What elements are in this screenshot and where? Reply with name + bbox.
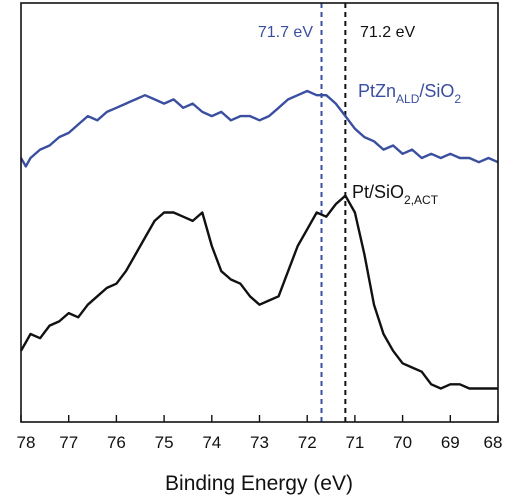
x-tick-label: 73 — [250, 433, 269, 452]
x-tick-label: 70 — [393, 433, 412, 452]
x-tick-label: 76 — [107, 433, 126, 452]
series-label-pt: Pt/SiO2,ACT — [352, 182, 439, 207]
series-line-ptzn — [19, 89, 499, 168]
series-line-pt — [19, 194, 498, 390]
reference-lines — [320, 3, 347, 422]
x-tick-label: 74 — [202, 433, 221, 452]
plot-frame — [20, 2, 499, 423]
series-layer — [19, 89, 499, 390]
x-tick-label: 75 — [155, 433, 174, 452]
series-label-ptzn: PtZnALD/SiO2 — [358, 81, 461, 106]
ref-label-71-2: 71.2 eV — [360, 24, 415, 41]
x-tick-label: 72 — [298, 433, 317, 452]
ref-label-71-7: 71.7 eV — [258, 24, 313, 41]
x-tick-label: 68 — [484, 433, 503, 452]
x-ticks: 78 77 76 75 74 73 72 71 70 69 68 — [17, 415, 503, 452]
x-axis-label: Binding Energy (eV) — [165, 472, 353, 495]
x-tick-label: 69 — [441, 433, 460, 452]
x-tick-label: 71 — [345, 433, 364, 452]
x-tick-label: 78 — [17, 433, 36, 452]
x-tick-label: 77 — [59, 433, 78, 452]
